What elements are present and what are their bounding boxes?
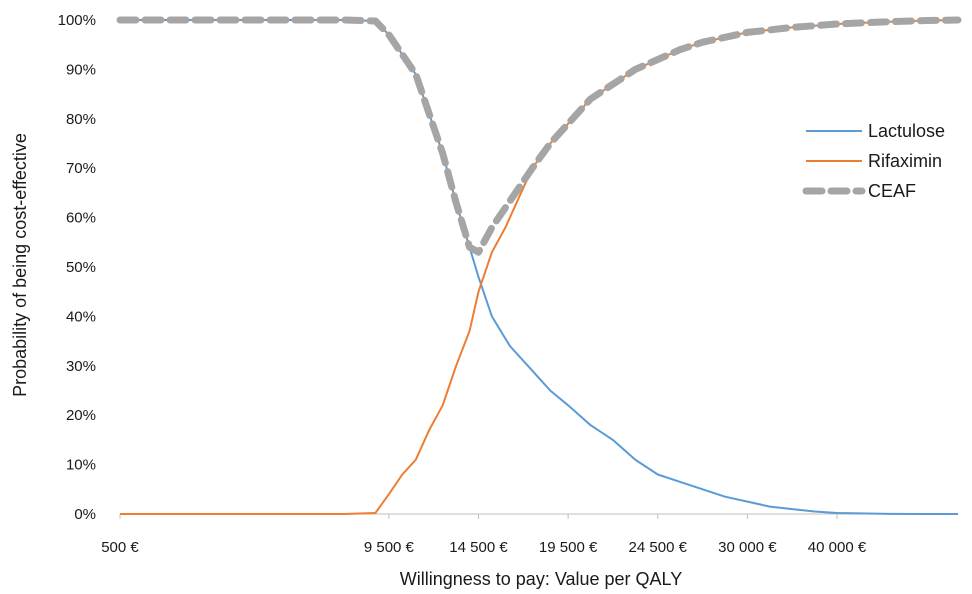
series-line-rifaximin <box>120 19 959 515</box>
series-line-ceaf <box>116 16 962 256</box>
x-axis-title: Willingness to pay: Value per QALY <box>400 569 682 589</box>
x-tick-label: 500 € <box>101 539 139 556</box>
series-line-lactulose <box>120 19 958 515</box>
y-tick-label: 80% <box>66 111 96 128</box>
y-axis-title: Probability of being cost-effective <box>10 133 30 397</box>
y-tick-label: 60% <box>66 210 96 227</box>
x-tick-label: 14 500 € <box>449 539 508 556</box>
y-tick-label: 30% <box>66 358 96 375</box>
y-tick-label: 90% <box>66 61 96 78</box>
y-tick-label: 40% <box>66 308 96 325</box>
x-tick-label: 9 500 € <box>364 539 415 556</box>
y-tick-label: 70% <box>66 160 96 177</box>
x-tick-label: 30 000 € <box>718 539 777 556</box>
x-tick-label: 40 000 € <box>808 539 867 556</box>
legend-label-ceaf: CEAF <box>868 181 916 201</box>
x-tick-label: 24 500 € <box>629 539 688 556</box>
x-tick-label: 19 500 € <box>539 539 598 556</box>
legend: Lactulose Rifaximin CEAF <box>802 121 945 201</box>
legend-label-rifaximin: Rifaximin <box>868 151 942 171</box>
legend-label-lactulose: Lactulose <box>868 121 945 141</box>
y-tick-label: 50% <box>66 259 96 276</box>
y-tick-label: 20% <box>66 407 96 424</box>
series-layer <box>116 16 962 515</box>
y-axis-ticks: 0% 10% 20% 30% 40% 50% 60% 70% 80% 90% 100% <box>58 12 96 523</box>
y-tick-label: 10% <box>66 457 96 474</box>
y-tick-label: 0% <box>74 506 96 523</box>
x-axis-ticks: 500 € 9 500 € 14 500 € 19 500 € 24 500 € 30 0… <box>101 514 867 556</box>
y-tick-label: 100% <box>58 12 96 29</box>
